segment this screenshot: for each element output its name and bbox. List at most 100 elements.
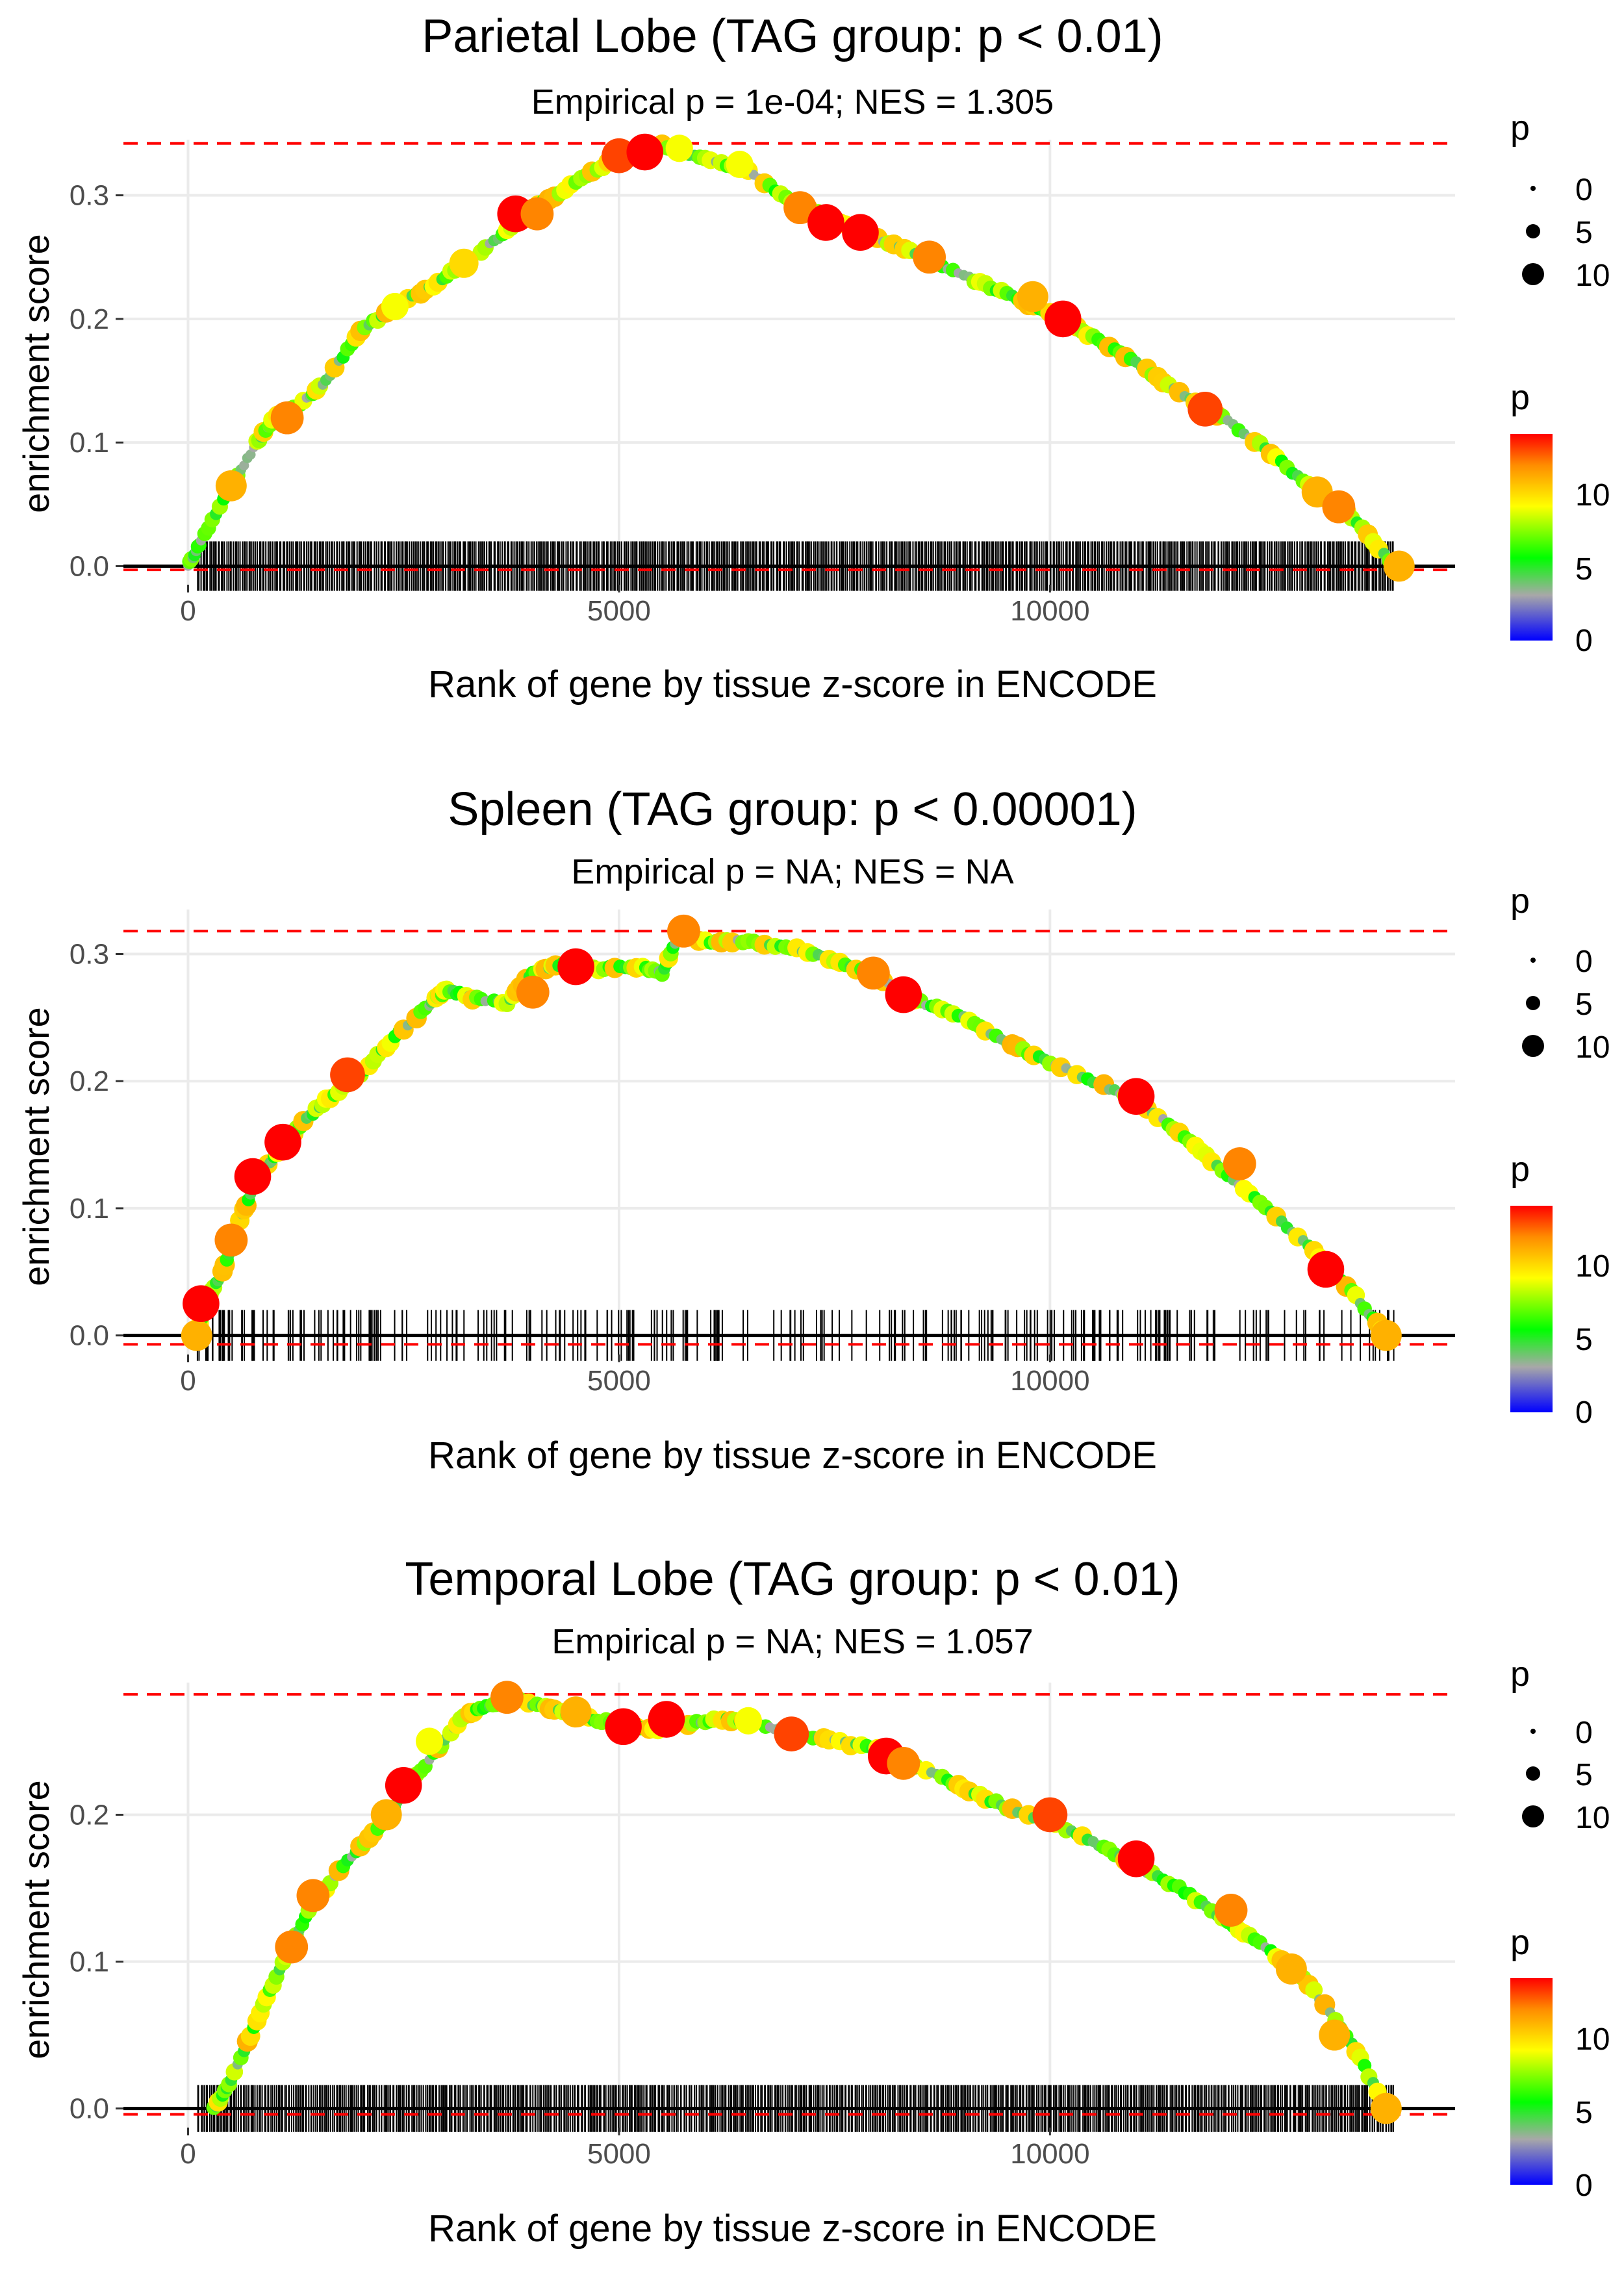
chart-title: Spleen (TAG group: p < 0.00001) [448,783,1137,835]
data-point [275,1930,309,1964]
data-point [415,1727,444,1755]
y-tick-label: 0.0 [70,550,109,582]
data-point [214,1223,248,1257]
size-legend-dot-5 [1526,996,1540,1010]
data-point [783,191,817,225]
enrichment-dots [181,914,1402,1351]
enrichment-dots [206,1681,1402,2124]
size-legend-label: 10 [1575,1030,1610,1065]
data-point [626,133,664,171]
colorbar [1510,1978,1553,2185]
data-point [264,1123,301,1161]
data-point [296,1879,330,1913]
size-legend-label: 10 [1575,1801,1610,1835]
color-legend: p 10 5 0 [1510,1150,1610,1430]
data-point [648,1701,685,1738]
data-point [1370,2093,1402,2124]
data-point [842,214,879,251]
size-legend-label: 10 [1575,259,1610,293]
x-axis-label: Rank of gene by tissue z-score in ENCODE [428,2207,1157,2250]
enrichment-dots [182,133,1415,582]
x-tick-label: 10000 [1010,2138,1089,2170]
y-tick-label: 0.1 [70,427,109,459]
data-point [520,197,554,231]
colorbar-tick-label: 5 [1575,2096,1593,2130]
x-tick-label: 0 [180,1365,196,1397]
data-point [885,976,922,1013]
y-tick-label: 0.0 [70,1320,109,1352]
plot-area: 0 5000 10000 0.0 0.1 0.2 0.3 [70,910,1455,1397]
plot-area: 0 5000 10000 0.0 0.1 0.2 [70,1681,1455,2170]
data-point [330,1057,365,1093]
colorbar-tick-label: 0 [1575,2169,1593,2203]
x-axis-label: Rank of gene by tissue z-score in ENCODE [428,1434,1157,1477]
data-point [1044,300,1082,338]
colorbar-tick-label: 0 [1575,624,1593,658]
data-point [560,1696,592,1728]
size-legend: p 0 5 10 [1510,108,1610,293]
data-point [557,948,594,986]
x-tick-label: 5000 [587,595,651,627]
y-tick-label: 0.3 [70,180,109,212]
size-legend-label: 0 [1575,945,1593,979]
data-point [490,1681,524,1714]
chart-title: Parietal Lobe (TAG group: p < 0.01) [422,10,1163,62]
x-tick-label: 5000 [587,2138,651,2170]
colorbar-tick-label: 10 [1575,2022,1610,2057]
data-point [1370,1319,1402,1351]
chart-subtitle: Empirical p = 1e-04; NES = 1.305 [531,83,1054,121]
x-tick-label: 10000 [1010,595,1089,627]
size-legend-dot-0 [1530,958,1536,963]
size-legend-label: 0 [1575,173,1593,207]
data-point [385,1766,422,1804]
size-legend-dot-10 [1522,263,1544,285]
panel-parietal-lobe: Parietal Lobe (TAG group: p < 0.01) Empi… [16,10,1610,706]
data-point [1305,1981,1323,1999]
y-axis-label: enrichment score [16,234,57,513]
data-point [774,1716,809,1751]
colorbar-tick-label: 5 [1575,1323,1593,1357]
size-legend: p 0 5 10 [1510,882,1610,1065]
y-tick-label: 0.1 [70,1193,109,1225]
color-legend: p 10 5 0 [1510,1923,1610,2203]
data-point [1307,1251,1345,1288]
panel-spleen: Spleen (TAG group: p < 0.00001) Empirica… [16,783,1610,1477]
data-point [913,240,946,274]
chart-title: Temporal Lobe (TAG group: p < 0.01) [405,1553,1180,1605]
x-tick-label: 0 [180,595,196,627]
data-point [381,292,409,320]
size-legend-title: p [1510,1655,1530,1694]
y-tick-label: 0.2 [70,1065,109,1097]
data-point [1383,550,1415,582]
data-point [1032,1797,1068,1833]
data-point [605,1708,642,1746]
plot-area: 0 5000 10000 0.0 0.1 0.2 0.3 [70,133,1455,627]
size-legend-label: 5 [1575,987,1593,1022]
colorbar-tick-label: 5 [1575,552,1593,587]
data-point [234,1158,272,1195]
data-point [726,151,754,179]
color-legend: p 10 5 0 [1510,378,1610,658]
data-point [856,956,890,990]
x-axis-label: Rank of gene by tissue z-score in ENCODE [428,663,1157,706]
data-point [665,134,693,162]
data-point [1017,281,1048,312]
size-legend-dot-10 [1522,1035,1544,1057]
data-point [1319,2019,1351,2051]
data-point [734,1707,763,1735]
data-point [1117,1840,1155,1877]
data-point [807,204,844,241]
size-legend-label: 5 [1575,216,1593,250]
data-point [1214,1894,1248,1927]
running-enrichment-line [194,930,1389,1338]
size-legend-dot-5 [1526,1766,1540,1781]
size-legend-dot-0 [1530,186,1536,191]
data-point [1322,490,1356,524]
size-legend-title: p [1510,882,1530,921]
y-tick-label: 0.2 [70,1799,109,1831]
color-legend-title: p [1510,378,1530,417]
size-legend-dot-10 [1522,1805,1544,1827]
size-legend-label: 0 [1575,1716,1593,1750]
